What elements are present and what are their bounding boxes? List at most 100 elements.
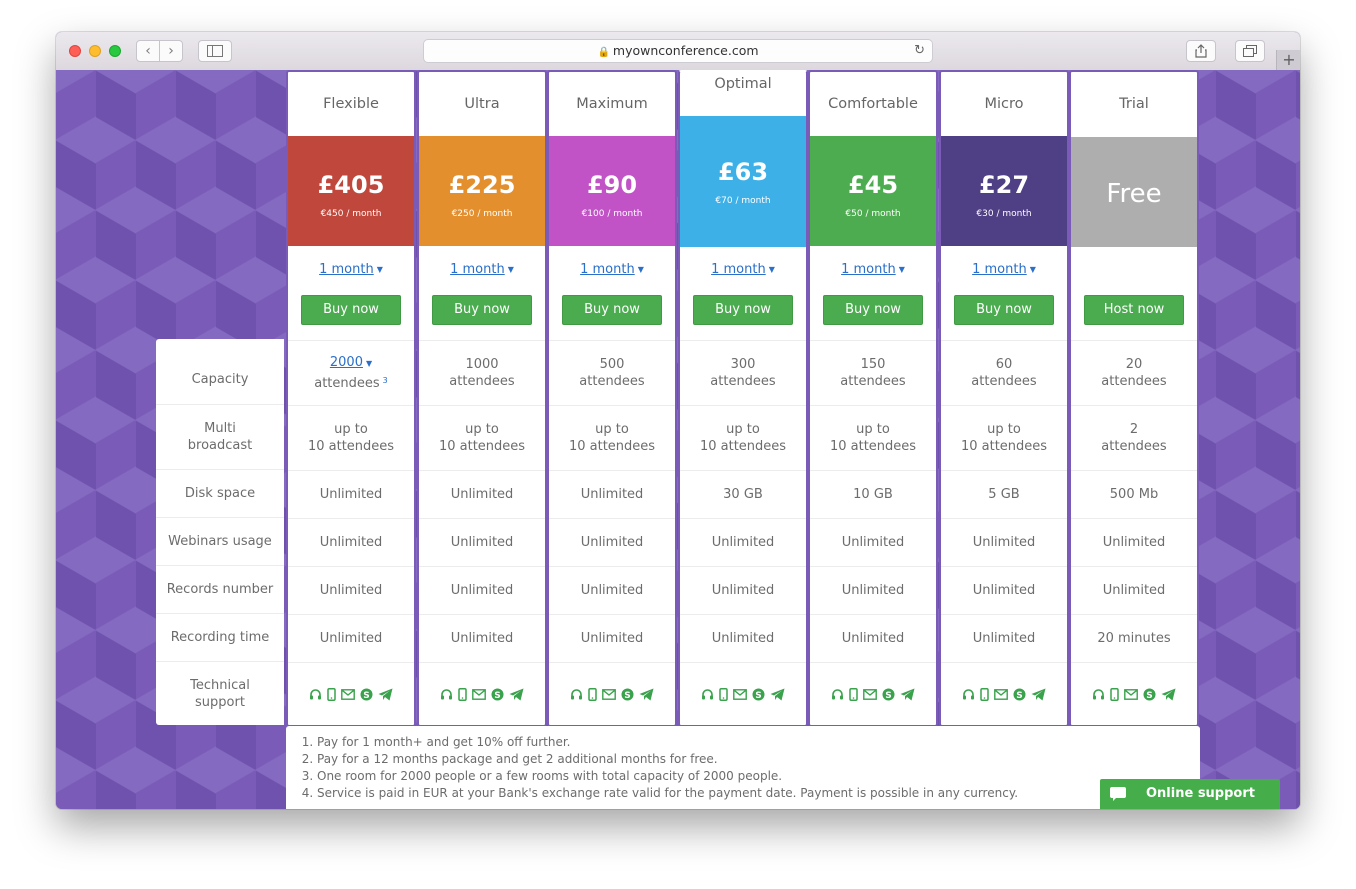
webinars-usage-cell: Unlimited bbox=[288, 518, 414, 566]
capacity-unit: attendees bbox=[579, 374, 645, 389]
price-euro: €100 / month bbox=[581, 209, 643, 219]
buy-now-button[interactable]: Buy now bbox=[954, 295, 1054, 325]
skype-icon: S bbox=[1013, 688, 1026, 701]
price-block: £45 €50 / month bbox=[810, 136, 936, 246]
disk-space-cell: Unlimited bbox=[288, 470, 414, 518]
page-content: Capacity Multi broadcast Disk space Webi… bbox=[56, 70, 1300, 809]
sidebar-icon bbox=[207, 45, 223, 57]
period-selector[interactable]: 1 month ▼ bbox=[549, 262, 675, 277]
multi-broadcast-cell: up to 10 attendees bbox=[549, 405, 675, 470]
period-selector[interactable]: 1 month ▼ bbox=[288, 262, 414, 277]
buy-now-button[interactable]: Buy now bbox=[562, 295, 662, 325]
period-selector[interactable]: 1 month ▼ bbox=[941, 262, 1067, 277]
technical-support-cell: S bbox=[549, 662, 675, 725]
browser-toolbar: ‹ › 🔒 myownconference.com ↻ + bbox=[56, 32, 1300, 71]
capacity-selector[interactable]: 2000 ▼ bbox=[330, 354, 372, 372]
price-block: £90 €100 / month bbox=[549, 136, 675, 246]
reload-icon[interactable]: ↻ bbox=[914, 43, 925, 58]
capacity-number: 300 bbox=[730, 357, 756, 372]
headset-icon bbox=[1092, 688, 1105, 701]
technical-support-cell: S bbox=[419, 662, 545, 725]
caret-down-icon: ▼ bbox=[637, 265, 644, 274]
share-button[interactable] bbox=[1186, 40, 1216, 62]
footnote-item: One room for 2000 people or a few rooms … bbox=[317, 768, 1200, 785]
recording-time-cell: Unlimited bbox=[549, 614, 675, 662]
buy-now-button[interactable]: Host now bbox=[1084, 295, 1184, 325]
capacity-cell: 1000 attendees bbox=[419, 340, 545, 405]
webinars-usage-cell: Unlimited bbox=[1071, 518, 1197, 566]
zoom-window-button[interactable] bbox=[109, 45, 121, 57]
multi-line-1: up to bbox=[334, 422, 368, 437]
period-label: 1 month bbox=[711, 262, 766, 277]
forward-button[interactable]: › bbox=[159, 40, 183, 62]
footnote-ref[interactable]: 3 bbox=[382, 376, 388, 385]
address-bar[interactable]: 🔒 myownconference.com ↻ bbox=[423, 39, 933, 63]
telegram-icon bbox=[900, 688, 915, 701]
price-amount: Free bbox=[1106, 179, 1162, 209]
telegram-icon bbox=[770, 688, 785, 701]
svg-text:S: S bbox=[363, 691, 369, 701]
records-number-cell: Unlimited bbox=[680, 566, 806, 614]
phone-icon bbox=[1110, 687, 1119, 701]
plan-column-flexible: Flexible £405 €450 / month 1 month ▼ Buy now 2… bbox=[286, 70, 416, 727]
svg-text:S: S bbox=[624, 691, 630, 701]
capacity-cell: 150 attendees bbox=[810, 340, 936, 405]
footnotes: Pay for 1 month+ and get 10% off further… bbox=[286, 726, 1200, 809]
svg-text:S: S bbox=[885, 691, 891, 701]
period-label: 1 month bbox=[450, 262, 505, 277]
multi-line-2: 10 attendees bbox=[829, 439, 917, 454]
disk-space-cell: Unlimited bbox=[549, 470, 675, 518]
tab-overview-button[interactable] bbox=[1235, 40, 1265, 62]
online-support-button[interactable]: Online support bbox=[1100, 779, 1280, 809]
multi-broadcast-cell: up to 10 attendees bbox=[288, 405, 414, 470]
minimize-window-button[interactable] bbox=[89, 45, 101, 57]
headset-icon bbox=[962, 688, 975, 701]
capacity-cell: 300 attendees bbox=[680, 340, 806, 405]
period-selector[interactable]: 1 month ▼ bbox=[419, 262, 545, 277]
sidebar-toggle-button[interactable] bbox=[198, 40, 232, 62]
capacity-cell: 60 attendees bbox=[941, 340, 1067, 405]
price-block: £63 €70 / month bbox=[680, 116, 806, 247]
mail-icon bbox=[341, 688, 355, 700]
caret-down-icon: ▼ bbox=[768, 265, 775, 274]
price-amount: £27 bbox=[978, 171, 1030, 199]
buy-now-button[interactable]: Buy now bbox=[693, 295, 793, 325]
buy-now-button[interactable]: Buy now bbox=[823, 295, 923, 325]
telegram-icon bbox=[509, 688, 524, 701]
label-disk-space: Disk space bbox=[156, 469, 284, 517]
caret-down-icon: ▼ bbox=[1029, 265, 1036, 274]
capacity-unit: attendees bbox=[710, 374, 776, 389]
price-block: Free bbox=[1071, 137, 1197, 247]
capacity-cell: 20 attendees bbox=[1071, 340, 1197, 405]
webinars-usage-cell: Unlimited bbox=[810, 518, 936, 566]
recording-time-cell: Unlimited bbox=[680, 614, 806, 662]
multi-broadcast-cell: up to 10 attendees bbox=[810, 405, 936, 470]
skype-icon: S bbox=[360, 688, 373, 701]
period-label: 1 month bbox=[972, 262, 1027, 277]
chevron-left-icon: ‹ bbox=[145, 43, 151, 59]
multi-line-1: up to bbox=[595, 422, 629, 437]
plan-name: Maximum bbox=[576, 96, 648, 112]
headset-icon bbox=[831, 688, 844, 701]
feature-labels-column: Capacity Multi broadcast Disk space Webi… bbox=[156, 339, 284, 725]
price-euro: €50 / month bbox=[845, 209, 901, 219]
close-window-button[interactable] bbox=[69, 45, 81, 57]
period-selector[interactable]: 1 month ▼ bbox=[680, 262, 806, 277]
buy-now-button[interactable]: Buy now bbox=[432, 295, 532, 325]
multi-line-1: up to bbox=[987, 422, 1021, 437]
disk-space-cell: Unlimited bbox=[419, 470, 545, 518]
new-tab-button[interactable]: + bbox=[1276, 50, 1300, 70]
buy-now-button[interactable]: Buy now bbox=[301, 295, 401, 325]
mail-icon bbox=[1124, 688, 1138, 700]
svg-text:S: S bbox=[1146, 691, 1152, 701]
capacity-cell: 2000 ▼ attendees 3 bbox=[288, 340, 414, 405]
price-block: £225 €250 / month bbox=[419, 136, 545, 246]
capacity-number: 2000 bbox=[329, 355, 363, 370]
caret-down-icon: ▼ bbox=[376, 265, 383, 274]
recording-time-cell: Unlimited bbox=[288, 614, 414, 662]
webinars-usage-cell: Unlimited bbox=[941, 518, 1067, 566]
back-button[interactable]: ‹ bbox=[136, 40, 160, 62]
multi-broadcast-cell: up to 10 attendees bbox=[680, 405, 806, 470]
period-selector[interactable]: 1 month ▼ bbox=[810, 262, 936, 277]
plan-name: Trial bbox=[1119, 96, 1149, 112]
